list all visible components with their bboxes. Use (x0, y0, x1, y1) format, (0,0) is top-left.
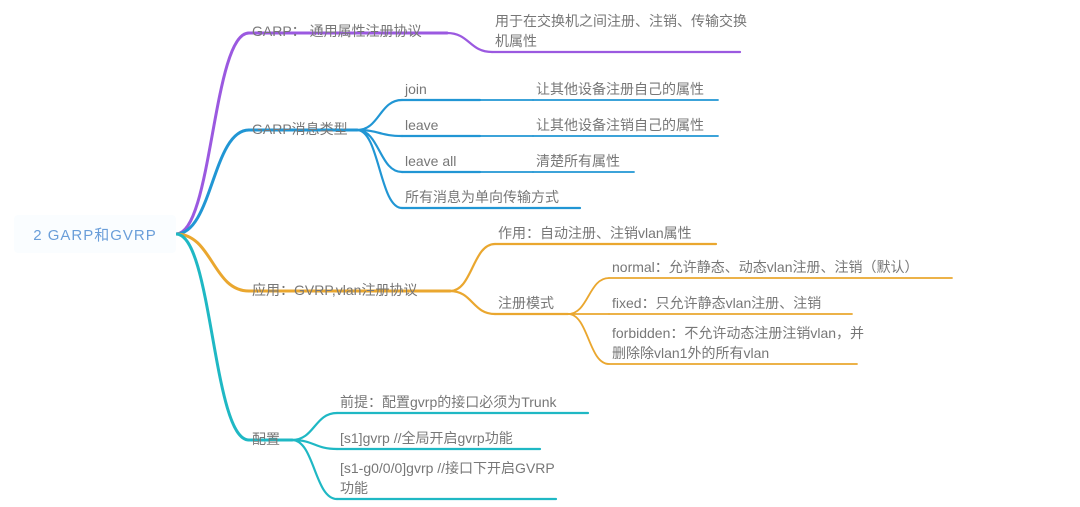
mindmap-node: 前提：配置gvrp的接口必须为Trunk (340, 393, 557, 413)
branch-label: 应用：GVRP,vlan注册协议 (252, 281, 417, 301)
root-node: 2 GARP和GVRP (14, 215, 176, 253)
mindmap-node: 让其他设备注销自己的属性 (536, 116, 704, 136)
mindmap-node: 注册模式 (498, 294, 554, 314)
mindmap-node: join (405, 80, 427, 100)
mindmap-node: fixed：只允许静态vlan注册、注销 (612, 294, 821, 314)
mindmap-node: 让其他设备注册自己的属性 (536, 80, 704, 100)
mindmap-node: leave all (405, 152, 456, 172)
branch-label: GARP： 通用属性注册协议 (252, 22, 422, 42)
branch-label: GARP消息类型 (252, 120, 348, 140)
mindmap-svg (0, 0, 1080, 507)
mindmap-node: 清楚所有属性 (536, 152, 620, 172)
mindmap-node: 所有消息为单向传输方式 (405, 188, 559, 208)
mindmap-node: forbidden：不允许动态注册注销vlan，并删除除vlan1外的所有vla… (612, 324, 872, 363)
branch-label: 配置 (252, 430, 280, 450)
mindmap-node: leave (405, 116, 438, 136)
mindmap-node: [s1-g0/0/0]gvrp //接口下开启GVRP 功能 (340, 459, 560, 498)
mindmap-node: [s1]gvrp //全局开启gvrp功能 (340, 429, 513, 449)
mindmap-node: 作用：自动注册、注销vlan属性 (498, 224, 692, 244)
mindmap-node: normal：允许静态、动态vlan注册、注销（默认） (612, 258, 918, 278)
mindmap-node: 用于在交换机之间注册、注销、传输交换机属性 (495, 12, 755, 51)
